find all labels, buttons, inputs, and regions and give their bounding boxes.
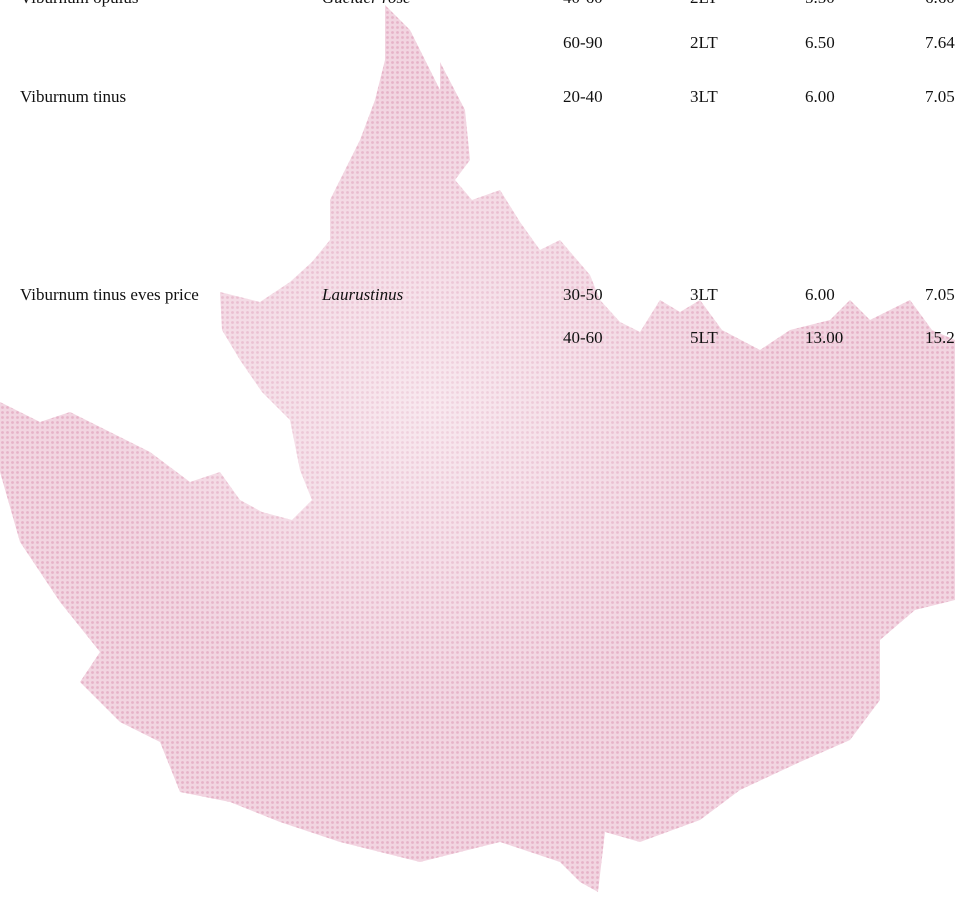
cell-price-vat: 7.05 (925, 285, 955, 304)
cell-pot: 3LT (690, 87, 718, 106)
cell-pot: 3LT (690, 285, 718, 304)
cell-price-vat: 15.28 (925, 328, 955, 347)
cell-size: 20-40 (563, 87, 603, 106)
cell-price: 5.50 (805, 0, 835, 8)
cell-pot: 5LT (690, 328, 718, 347)
cell-price-vat: 6.60 (925, 0, 955, 8)
cell-size: 40-60 (563, 0, 603, 8)
cell-size: 60-90 (563, 33, 603, 52)
cell-size: 40-60 (563, 328, 603, 347)
cell-price: 6.50 (805, 33, 835, 52)
cell-pot: 2LT (690, 0, 718, 8)
cell-name: Viburnum tinus (20, 87, 127, 106)
cell-common: Laurustinus (322, 285, 404, 304)
cell-pot: 2LT (690, 33, 718, 52)
cell-price-vat: 7.64 (925, 33, 955, 52)
cell-price: 6.00 (805, 87, 835, 106)
cell-name: Viburnum opulus (20, 0, 138, 8)
cell-price: 13.00 (805, 328, 844, 347)
cell-price-vat: 7.05 (925, 87, 955, 106)
cell-common: Guelder rose (322, 0, 411, 8)
cell-name: Viburnum tinus eves price (20, 285, 199, 304)
cell-price: 6.00 (805, 285, 835, 304)
cell-size: 30-50 (563, 285, 603, 304)
